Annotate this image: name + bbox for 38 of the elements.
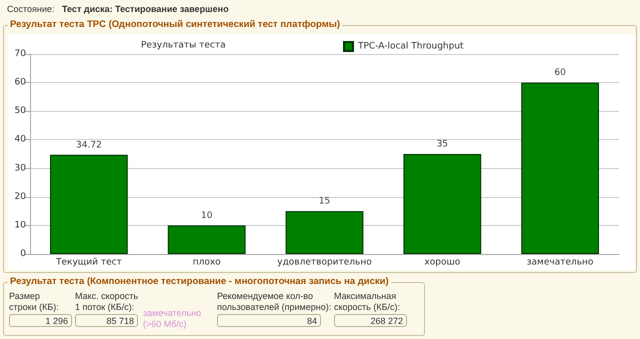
data-label: 15	[318, 196, 330, 207]
legend-label: TPC-A-local Throughput	[357, 42, 464, 52]
data-label: 10	[200, 210, 213, 221]
text: Результат теста (Компонентное тестирование - многопоточная запись на диски)	[8, 276, 391, 287]
x-tick-label: плохо	[192, 258, 222, 268]
chart-title: Результат теста TPC (Однопоточный синтетический тест платформы)	[8, 19, 342, 30]
chart-subtitle: Результаты теста	[141, 40, 226, 50]
y-tick-label: 40	[14, 134, 26, 145]
y-tick-label: 20	[14, 192, 26, 202]
text: 84	[217, 314, 321, 327]
text: Макс. скорость 1 поток (КБ/с):	[75, 291, 138, 313]
text: Состояние:	[7, 4, 54, 14]
bar	[521, 82, 599, 254]
x-tick-label: Текущий тест	[54, 258, 122, 268]
text: замечательно (>60 Мб/с)	[143, 308, 202, 330]
bar	[168, 225, 246, 254]
bar	[286, 211, 364, 254]
text: 1 296	[9, 314, 72, 327]
x-tick-label: хорошо	[424, 258, 461, 268]
y-tick-label: 70	[14, 49, 26, 59]
data-label: 34.72	[76, 140, 102, 150]
data-label: 35	[436, 140, 448, 150]
text: 268 272	[334, 314, 407, 327]
x-tick-label: замечательно	[526, 258, 594, 268]
x-tick-label: удовлетворительно	[277, 258, 372, 268]
y-tick-label: 0	[20, 249, 26, 259]
y-tick-label: 60	[14, 78, 26, 88]
text: Размер строки (КБ):	[9, 291, 59, 313]
bar	[403, 154, 482, 254]
y-tick-label: 50	[14, 106, 26, 116]
text: Максимальная скорость (КБ/с):	[334, 291, 400, 313]
y-tick-label: 30	[14, 163, 26, 174]
text: Рекомендуемое кол-во пользователей (примерно):	[217, 291, 332, 313]
y-tick-label: 10	[14, 220, 26, 230]
data-label: 60	[554, 68, 566, 78]
bar	[50, 154, 128, 254]
text: 85 718	[75, 314, 138, 327]
text: Тест диска: Тестирование завершено	[62, 4, 229, 14]
